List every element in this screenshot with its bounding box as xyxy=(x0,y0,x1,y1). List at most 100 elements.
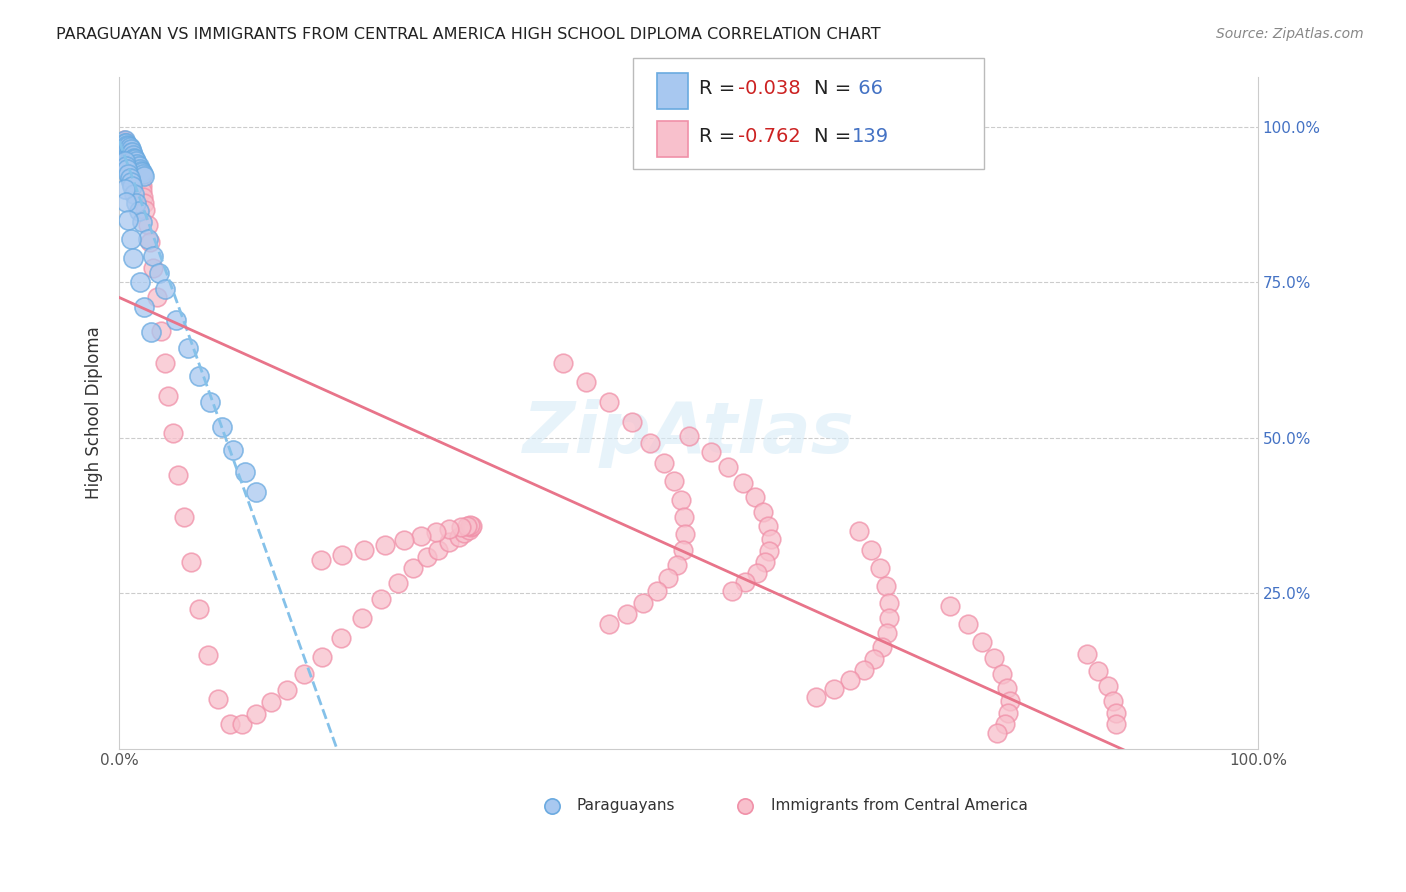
Point xyxy=(745,566,768,580)
Point xyxy=(863,652,886,666)
Point xyxy=(127,162,149,177)
Point xyxy=(733,475,755,490)
Point xyxy=(118,171,141,186)
Point xyxy=(120,153,142,168)
Point xyxy=(114,132,136,146)
Point xyxy=(122,157,145,171)
Point xyxy=(125,159,148,173)
Point xyxy=(122,151,145,165)
Point xyxy=(839,673,862,688)
Point xyxy=(146,290,169,304)
Point xyxy=(460,520,482,534)
Point xyxy=(972,634,994,648)
Text: Immigrants from Central America: Immigrants from Central America xyxy=(770,798,1028,814)
Point xyxy=(311,649,333,664)
Point xyxy=(662,475,685,489)
Point xyxy=(122,153,145,167)
Point xyxy=(218,716,240,731)
Point xyxy=(122,251,145,265)
Point xyxy=(153,282,176,296)
Point xyxy=(150,324,173,338)
Point xyxy=(114,154,136,169)
Point xyxy=(859,542,882,557)
Point xyxy=(142,249,165,263)
Point xyxy=(673,527,696,541)
Point xyxy=(122,153,145,167)
Text: N =: N = xyxy=(814,78,858,97)
Point xyxy=(120,175,142,189)
Point xyxy=(121,179,143,194)
Point xyxy=(276,682,298,697)
Point xyxy=(427,542,450,557)
Point xyxy=(117,148,139,162)
Point xyxy=(415,550,437,565)
Point xyxy=(118,142,141,156)
Point xyxy=(734,574,756,589)
Point xyxy=(759,532,782,546)
Point xyxy=(120,142,142,156)
Point xyxy=(115,137,138,152)
Point xyxy=(121,145,143,159)
Point xyxy=(136,232,159,246)
Point xyxy=(157,389,180,403)
Point xyxy=(823,681,845,696)
Point xyxy=(128,204,150,219)
Point xyxy=(309,553,332,567)
Point xyxy=(353,542,375,557)
Text: PARAGUAYAN VS IMMIGRANTS FROM CENTRAL AMERICA HIGH SCHOOL DIPLOMA CORRELATION CH: PARAGUAYAN VS IMMIGRANTS FROM CENTRAL AM… xyxy=(56,27,882,42)
Point xyxy=(115,137,138,152)
Text: R =: R = xyxy=(699,78,741,97)
Point xyxy=(645,584,668,599)
Point xyxy=(127,162,149,177)
Point xyxy=(121,146,143,161)
Point xyxy=(222,443,245,458)
Point xyxy=(245,484,267,499)
Point xyxy=(439,535,461,549)
Point xyxy=(115,140,138,154)
Point xyxy=(114,134,136,148)
Point xyxy=(620,415,643,429)
Point xyxy=(877,595,900,609)
Point xyxy=(598,617,620,632)
Point xyxy=(128,276,150,290)
Point xyxy=(114,182,136,196)
Point xyxy=(456,519,478,533)
Point xyxy=(114,138,136,153)
Point xyxy=(128,159,150,173)
Point xyxy=(875,579,897,593)
Point xyxy=(207,691,229,706)
Point xyxy=(575,375,598,389)
Point xyxy=(231,716,253,731)
Point xyxy=(131,179,153,194)
Point xyxy=(616,607,638,621)
Point xyxy=(457,523,479,537)
Point xyxy=(200,394,222,409)
Point xyxy=(754,555,776,569)
Point xyxy=(132,190,155,204)
Point xyxy=(453,525,475,540)
Point xyxy=(672,542,695,557)
Text: 66: 66 xyxy=(852,78,883,97)
Text: Source: ZipAtlas.com: Source: ZipAtlas.com xyxy=(1216,27,1364,41)
Point xyxy=(870,640,893,654)
Point xyxy=(122,155,145,169)
Point xyxy=(672,510,695,524)
Point xyxy=(804,690,827,704)
Point xyxy=(233,465,256,479)
Point xyxy=(120,144,142,158)
Point xyxy=(402,561,425,575)
Point xyxy=(173,510,195,524)
Point xyxy=(997,706,1019,720)
Point xyxy=(125,154,148,169)
Point xyxy=(392,533,415,548)
Point xyxy=(260,695,283,709)
Point xyxy=(124,157,146,171)
Point xyxy=(956,617,979,632)
Point xyxy=(122,154,145,169)
Point xyxy=(118,147,141,161)
Point xyxy=(983,651,1005,665)
Point xyxy=(117,140,139,154)
Point xyxy=(631,596,654,610)
Point xyxy=(409,529,432,543)
Point xyxy=(1076,647,1098,661)
